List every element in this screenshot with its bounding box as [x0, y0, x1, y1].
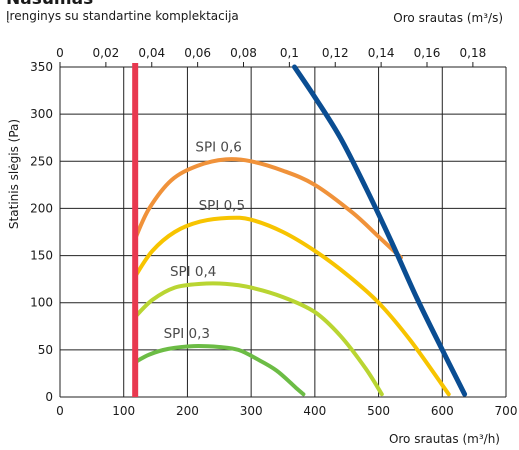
x2-tick-label: 0,14: [368, 46, 395, 60]
x-tick-label: 600: [431, 404, 454, 418]
y-tick-label: 100: [30, 296, 53, 310]
series-line-spi-0-4: [133, 281, 384, 397]
y-tick-label: 50: [38, 343, 53, 357]
curve-label-spi-0-4: SPI 0,4: [170, 264, 216, 280]
curve-label-spi-0-6: SPI 0,6: [195, 139, 241, 155]
x-tick-label: 100: [112, 404, 135, 418]
y-tick-label: 300: [30, 107, 53, 121]
x2-tick-label: 0,08: [230, 46, 257, 60]
chart-title: Našumas: [6, 0, 93, 9]
y-tick-label: 250: [30, 154, 53, 168]
y-tick-label: 350: [30, 60, 53, 74]
x-tick-label: 300: [240, 404, 263, 418]
chart-subtitle: Įrenginys su standartine komplektacija: [6, 9, 239, 23]
x-tick-label: 0: [56, 404, 64, 418]
x2-tick-label: 0: [56, 46, 64, 60]
series-line-spi-0-5: [133, 215, 451, 397]
x2-tick-label: 0,16: [414, 46, 441, 60]
x-tick-label: 200: [176, 404, 199, 418]
x2-tick-label: 0,12: [322, 46, 349, 60]
x-tick-label: 700: [495, 404, 518, 418]
x2-tick-label: 0,02: [93, 46, 120, 60]
max-fan-curve-line: [292, 64, 468, 397]
y-tick-label: 150: [30, 249, 53, 263]
x2-tick-label: 0,18: [460, 46, 487, 60]
x-tick-label: 400: [303, 404, 326, 418]
x2-tick-label: 0,1: [280, 46, 299, 60]
curve-label-spi-0-5: SPI 0,5: [199, 198, 245, 214]
x-axis-label: Oro srautas (m³/h): [389, 432, 500, 446]
curve-label-spi-0-3: SPI 0,3: [164, 326, 210, 342]
series-line-spi-0-6: [133, 157, 403, 260]
y-tick-label: 0: [45, 390, 53, 404]
x-tick-label: 500: [367, 404, 390, 418]
y-axis-label: Statinis slėgis (Pa): [7, 119, 21, 229]
top-axis-unit: Oro srautas (m³/s): [393, 11, 503, 25]
x2-tick-label: 0,06: [184, 46, 211, 60]
series-line-spi-0-3: [133, 344, 306, 397]
y-tick-label: 200: [30, 201, 53, 215]
x2-tick-label: 0,04: [138, 46, 165, 60]
